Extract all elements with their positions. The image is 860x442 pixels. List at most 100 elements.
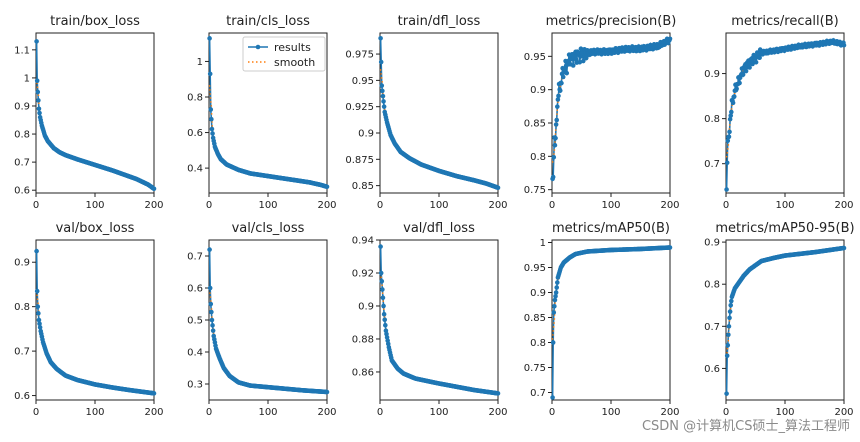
results-point	[729, 109, 734, 115]
x-tick-label: 200	[834, 407, 853, 418]
results-point	[552, 303, 557, 309]
chart-panel: train/cls_loss 0 100 200 0.4 0.6 0.8 1 results sm…	[187, 14, 336, 211]
results-point	[552, 142, 558, 148]
legend-box	[242, 36, 326, 72]
results-point	[554, 285, 560, 290]
results-point	[725, 138, 731, 144]
results-point	[209, 309, 214, 315]
results-point	[381, 311, 387, 317]
results-point	[724, 187, 729, 192]
results-point	[207, 285, 213, 291]
results-point	[729, 298, 734, 304]
results-point	[381, 303, 386, 309]
results-point	[208, 301, 214, 307]
y-tick-label: 0.94	[352, 236, 374, 247]
results-point	[210, 328, 216, 333]
results-point	[151, 391, 157, 396]
results-point	[380, 93, 386, 99]
results-point	[34, 39, 39, 44]
plot-frame	[379, 239, 499, 401]
y-tick-label: 0.6	[14, 186, 30, 197]
results-point	[726, 332, 731, 338]
y-tick-label: 1	[197, 57, 203, 68]
chart-title: train/box_loss	[50, 14, 140, 29]
results-point	[36, 317, 42, 323]
chart-title: metrics/mAP50(B)	[552, 221, 670, 236]
chart-title: train/cls_loss	[226, 14, 310, 29]
results-point	[495, 185, 501, 191]
results-point	[34, 288, 40, 294]
y-tick-label: 0.8	[704, 280, 720, 291]
results-point	[495, 391, 501, 396]
x-tick-label: 0	[549, 200, 555, 211]
y-tick-label: 0.7	[14, 158, 30, 169]
y-tick-label: 0.875	[345, 155, 374, 166]
y-tick-label: 0.95	[352, 76, 374, 87]
x-tick-label: 200	[317, 200, 336, 211]
y-tick-label: 0.9	[530, 85, 546, 96]
results-point	[724, 160, 730, 166]
y-tick-label: 0.4	[187, 348, 203, 359]
results-point	[553, 122, 559, 127]
results-point	[550, 174, 556, 180]
results-point	[208, 107, 214, 112]
results-point	[555, 97, 561, 102]
chart-title: val/cls_loss	[232, 221, 305, 236]
y-tick-label: 0.7	[14, 347, 30, 358]
results-point	[724, 353, 730, 359]
results-point	[740, 72, 746, 77]
x-tick-label: 200	[488, 200, 507, 211]
results-point	[726, 324, 732, 329]
smooth-series-line	[379, 272, 499, 394]
x-tick-label: 0	[33, 200, 39, 211]
x-tick-label: 200	[144, 200, 163, 211]
results-point	[151, 186, 157, 192]
results-point	[380, 88, 385, 94]
results-point	[737, 80, 742, 86]
y-tick-label: 1	[540, 238, 546, 249]
results-point	[727, 116, 733, 122]
y-tick-label: 0.7	[704, 322, 720, 333]
chart-title: metrics/mAP50-95(B)	[715, 221, 854, 236]
results-point	[577, 59, 583, 65]
results-point	[667, 245, 673, 250]
chart-title: metrics/precision(B)	[546, 14, 677, 29]
y-tick-label: 0.9	[358, 301, 374, 312]
x-tick-label: 100	[601, 200, 620, 211]
y-tick-label: 0.6	[187, 284, 203, 295]
chart-panel: train/dfl_loss 0 100 200 0.85 0.875 0.9 0.925 0.…	[345, 14, 507, 211]
chart-title: metrics/recall(B)	[731, 14, 838, 29]
y-tick-label: 0.9	[14, 258, 30, 269]
results-point	[35, 304, 41, 309]
results-point	[382, 317, 388, 323]
results-point	[550, 340, 556, 345]
results-point	[551, 310, 557, 315]
chart-panel: metrics/mAP50(B) 0 100 200 0.7 0.75 0.8 0.85 0.9…	[524, 221, 680, 418]
results-point	[550, 395, 555, 400]
results-point	[757, 55, 762, 61]
y-tick-label: 0.9	[358, 129, 374, 140]
results-point	[552, 297, 558, 303]
smooth-series-line	[551, 246, 671, 340]
results-point	[380, 295, 386, 301]
chart-panel: metrics/mAP50-95(B) 0 100 200 0.6 0.7 0.8 0.9	[704, 221, 855, 418]
x-tick-label: 100	[258, 407, 277, 418]
y-tick-label: 0.8	[530, 338, 546, 349]
results-point	[37, 321, 42, 327]
results-point	[747, 65, 752, 70]
chart-title: val/box_loss	[56, 221, 135, 236]
y-tick-label: 0.4	[187, 164, 203, 175]
y-tick-label: 0.975	[345, 50, 374, 61]
results-point	[743, 68, 749, 74]
results-point	[207, 71, 213, 77]
results-point	[35, 89, 41, 95]
results-series-line	[379, 38, 499, 189]
results-series-line	[725, 247, 845, 394]
results-point	[383, 322, 388, 328]
legend-results-marker	[255, 44, 261, 50]
results-point	[34, 78, 40, 84]
x-tick-label: 100	[601, 407, 620, 418]
chart-title: val/dfl_loss	[403, 221, 475, 236]
y-tick-label: 0.85	[524, 119, 546, 130]
